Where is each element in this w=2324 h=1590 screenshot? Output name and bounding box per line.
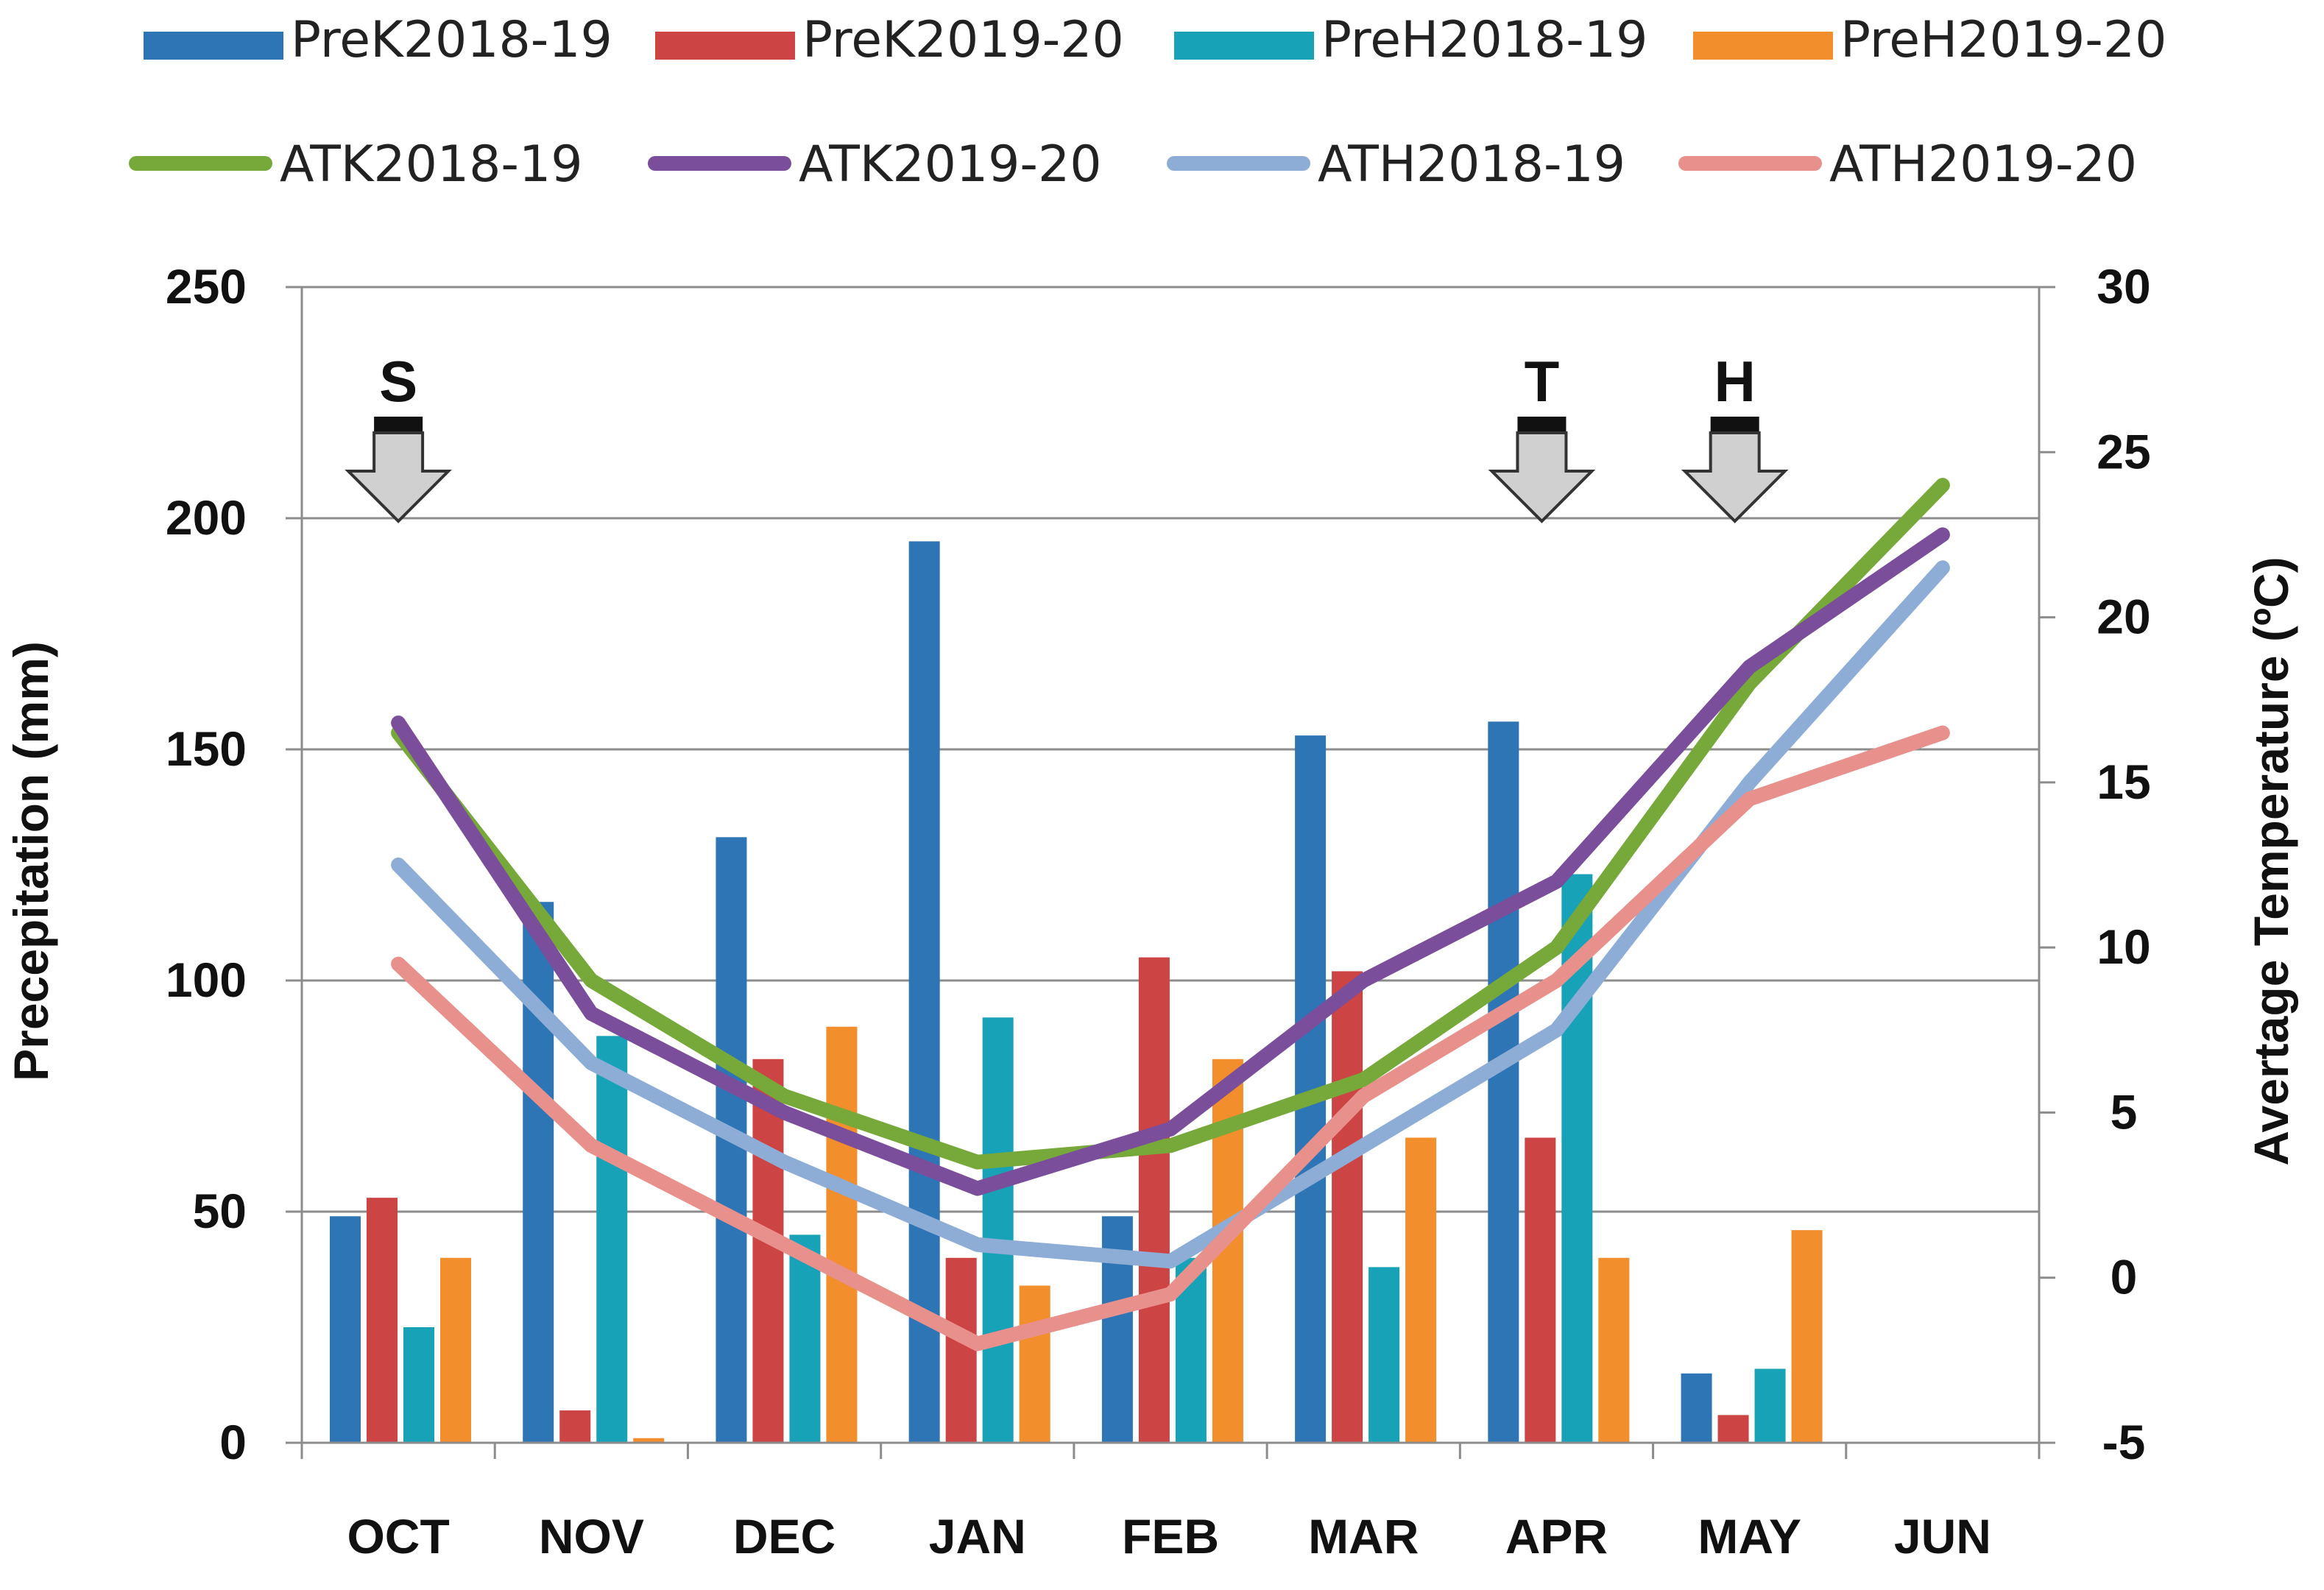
y-tick-label: 0 xyxy=(219,1415,247,1469)
bar xyxy=(1525,1137,1556,1443)
x-tick-label: MAR xyxy=(1308,1509,1419,1564)
y2-tick-label: 30 xyxy=(2097,259,2150,314)
legend-label: ATK2018-19 xyxy=(280,135,583,194)
bar xyxy=(1791,1230,1823,1443)
bar xyxy=(1598,1257,1630,1443)
bar xyxy=(826,1026,858,1443)
legend: PreK2018-19 PreK2019-20 PreH2018-19 PreH201… xyxy=(129,11,2166,194)
y-tick-label: 200 xyxy=(166,490,247,545)
legend-label: ATH2018-19 xyxy=(1318,135,1625,194)
x-tick-label: NOV xyxy=(539,1509,644,1564)
bar xyxy=(1368,1267,1400,1443)
bar xyxy=(596,1036,628,1443)
marker-label: S xyxy=(379,349,417,414)
down-arrow-icon xyxy=(1488,431,1596,523)
legend-label: PreH2019-20 xyxy=(1840,11,2166,69)
bar xyxy=(789,1234,821,1443)
legend-label: PreH2018-19 xyxy=(1321,11,1647,69)
lines xyxy=(391,478,1950,1352)
x-tick-label: OCT xyxy=(347,1509,449,1564)
bar xyxy=(330,1216,361,1443)
x-tick-label: JAN xyxy=(929,1509,1026,1564)
bar xyxy=(1488,721,1519,1443)
down-arrow-icon xyxy=(345,431,452,523)
bar xyxy=(1681,1373,1712,1443)
bar xyxy=(752,1059,784,1443)
bar xyxy=(367,1198,398,1443)
legend-label: ATK2019-20 xyxy=(799,135,1102,194)
x-tick-label: JUN xyxy=(1894,1509,1991,1564)
y2-tick-label: -5 xyxy=(2102,1415,2146,1469)
temperature-line xyxy=(391,725,1950,1352)
y-tick-label: 100 xyxy=(166,953,247,1007)
y-tick-label: 150 xyxy=(166,721,247,776)
x-tick-label: DEC xyxy=(733,1509,836,1564)
y2-tick-label: 0 xyxy=(2111,1250,2138,1304)
stage-marker-t: T xyxy=(1488,349,1596,523)
bar xyxy=(559,1410,591,1443)
down-arrow-icon xyxy=(1681,431,1789,523)
temperature-line xyxy=(391,478,1950,1170)
y-tick-label: 250 xyxy=(166,259,247,314)
bar xyxy=(633,1438,665,1443)
legend-swatch xyxy=(655,32,795,60)
y-axis-title: Precepitation (mm) xyxy=(4,641,58,1081)
legend-swatch xyxy=(144,32,283,60)
stage-marker-s: S xyxy=(345,349,452,523)
y2-tick-label: 25 xyxy=(2097,424,2150,478)
bar xyxy=(945,1257,977,1443)
x-tick-label: MAY xyxy=(1698,1509,1801,1564)
bar xyxy=(1717,1415,1749,1443)
temperature-line xyxy=(391,527,1950,1196)
y2-tick-label: 10 xyxy=(2097,919,2150,974)
legend-label: PreK2019-20 xyxy=(802,11,1124,69)
bar xyxy=(1138,957,1170,1443)
bar xyxy=(1754,1368,1786,1443)
legend-swatch xyxy=(1693,32,1833,60)
marker-cap xyxy=(374,417,423,433)
bar xyxy=(523,902,554,1443)
marker-label: H xyxy=(1714,349,1755,414)
bar xyxy=(1405,1137,1437,1443)
x-tick-label: FEB xyxy=(1122,1509,1219,1564)
legend-label: ATH2019-20 xyxy=(1829,135,2137,194)
y-tick-label: 50 xyxy=(193,1184,247,1238)
marker-cap xyxy=(1517,417,1567,433)
legend-swatch xyxy=(1174,32,1314,60)
stage-marker-h: H xyxy=(1681,349,1789,523)
bar xyxy=(982,1017,1014,1443)
bar xyxy=(1019,1285,1050,1443)
legend-label: PreK2018-19 xyxy=(291,11,612,69)
y2-axis-title: Avertage Temperature (ºC) xyxy=(2244,556,2298,1165)
marker-cap xyxy=(1710,417,1759,433)
bar xyxy=(908,541,940,1443)
y2-tick-label: 20 xyxy=(2097,590,2150,644)
y2-tick-label: 5 xyxy=(2111,1084,2138,1139)
marker-label: T xyxy=(1525,349,1560,414)
y2-tick-label: 15 xyxy=(2097,755,2150,809)
x-tick-label: APR xyxy=(1505,1509,1608,1564)
bar xyxy=(1332,971,1363,1443)
axes: 0 50 100 150 200 250 -5 0 5 10 15 20 25 30 OCT NOV DEC JA… xyxy=(166,259,2151,1564)
bar xyxy=(403,1327,434,1443)
bar xyxy=(440,1257,471,1443)
bars xyxy=(330,541,1823,1443)
